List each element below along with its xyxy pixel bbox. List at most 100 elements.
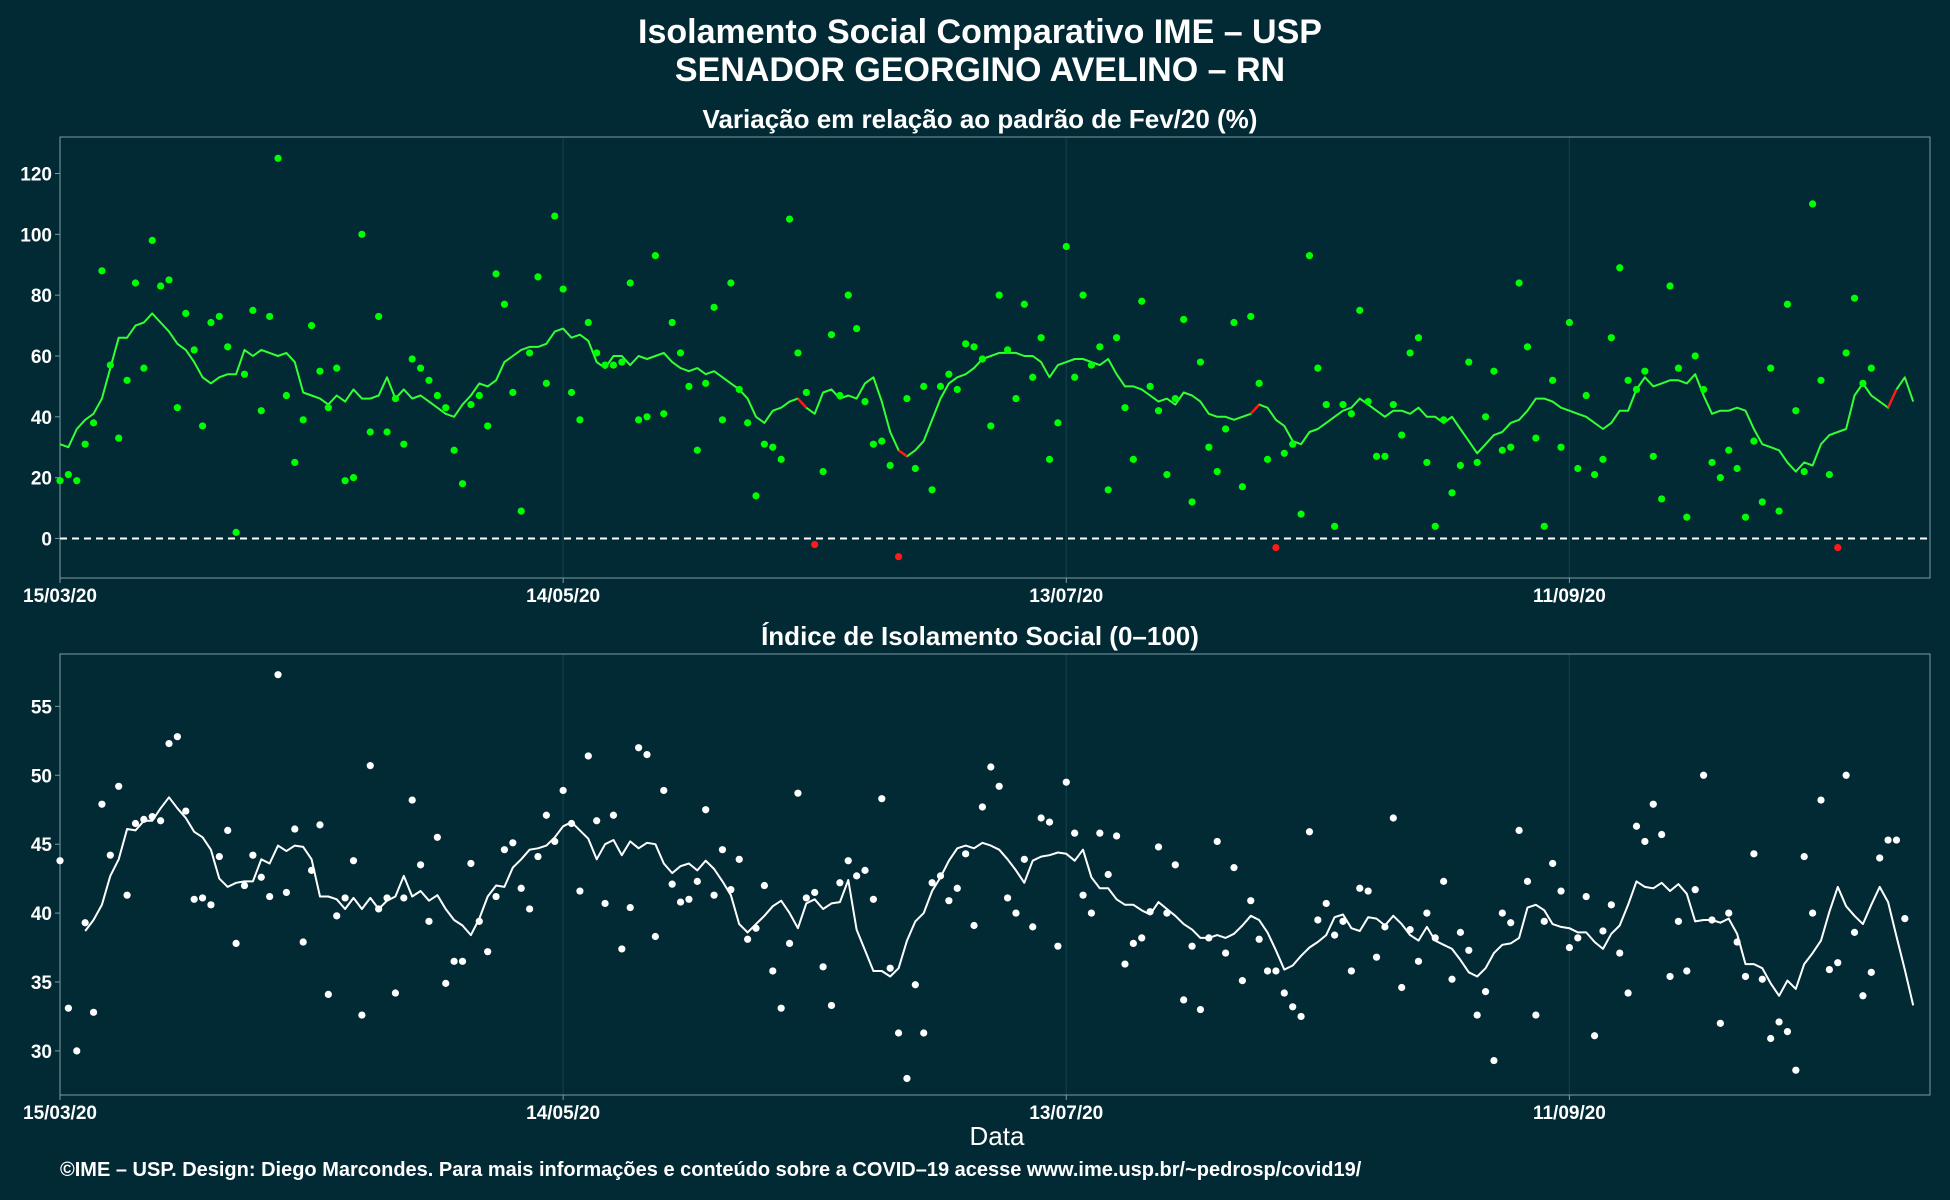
x-axis-label: Data (970, 1121, 1025, 1151)
daily-point (1029, 923, 1037, 931)
daily-point (1641, 837, 1649, 846)
daily-point (383, 428, 391, 436)
daily-point (1372, 452, 1381, 460)
daily-point (1062, 242, 1070, 251)
daily-point (115, 434, 123, 442)
daily-point (106, 361, 114, 369)
daily-point (1767, 364, 1775, 372)
daily-point (442, 404, 450, 412)
daily-point (710, 891, 718, 899)
daily-point (416, 364, 425, 372)
negative-point (811, 540, 819, 549)
daily-point (1280, 449, 1288, 457)
daily-point (408, 355, 416, 363)
daily-point (1691, 886, 1699, 894)
daily-point (735, 385, 743, 394)
daily-point (240, 370, 249, 378)
daily-point (131, 279, 140, 287)
plot-frame (59, 136, 1931, 579)
daily-point (291, 458, 299, 467)
daily-point (1154, 843, 1163, 851)
daily-point (576, 416, 584, 424)
daily-point (978, 355, 987, 363)
y-tick-label: 50 (31, 766, 52, 787)
daily-point (1817, 796, 1825, 804)
main-title-line2: SENADOR GEORGINO AVELINO – RN (675, 51, 1285, 89)
daily-point (685, 895, 693, 903)
daily-point (894, 1029, 903, 1037)
daily-point (1003, 894, 1012, 902)
daily-point (744, 935, 752, 943)
daily-point (1263, 455, 1272, 463)
daily-point (1431, 522, 1439, 530)
daily-point (316, 367, 324, 375)
daily-point (618, 945, 626, 953)
daily-point (1532, 434, 1540, 442)
daily-point (416, 861, 425, 869)
daily-point (1263, 967, 1272, 975)
daily-point (1431, 934, 1439, 942)
daily-point (1414, 334, 1423, 342)
negative-line-segment (1886, 388, 1898, 409)
daily-point (400, 894, 408, 902)
daily-point (576, 887, 584, 895)
daily-point (257, 407, 265, 415)
daily-point (266, 312, 274, 321)
daily-point (1121, 404, 1129, 412)
daily-point (878, 437, 886, 445)
daily-point (1146, 382, 1154, 390)
daily-point (140, 364, 148, 372)
y-tick-label: 40 (31, 904, 52, 925)
daily-point (173, 733, 181, 741)
daily-point (593, 817, 601, 825)
daily-point (442, 979, 450, 987)
daily-point (744, 419, 752, 427)
daily-point (936, 872, 945, 880)
daily-point (559, 285, 567, 293)
daily-point (157, 282, 165, 290)
daily-point (1699, 385, 1708, 394)
daily-point (1549, 376, 1557, 384)
daily-point (668, 880, 676, 888)
daily-point (903, 394, 911, 403)
daily-point (1490, 367, 1498, 375)
daily-point (1104, 870, 1112, 879)
daily-point (1523, 877, 1532, 885)
daily-point (609, 811, 618, 819)
daily-point (1884, 836, 1892, 844)
daily-point (425, 376, 433, 384)
daily-point (542, 379, 550, 387)
daily-point (936, 382, 945, 390)
daily-point (291, 825, 299, 833)
daily-point (710, 303, 718, 311)
daily-point (1180, 996, 1188, 1004)
daily-point (1523, 343, 1532, 351)
daily-point (853, 872, 861, 880)
daily-point (1750, 437, 1758, 445)
daily-point (1741, 513, 1750, 521)
daily-point (1490, 1056, 1498, 1065)
daily-point (240, 881, 249, 890)
daily-point (1767, 1034, 1775, 1043)
daily-point (1507, 919, 1515, 927)
daily-point (702, 379, 710, 387)
daily-point (1465, 358, 1473, 366)
daily-point (467, 401, 475, 409)
daily-point (1842, 349, 1850, 357)
daily-point (1825, 965, 1833, 974)
daily-point (1616, 949, 1624, 957)
daily-point (1389, 814, 1397, 822)
daily-point (769, 967, 777, 975)
daily-point (1649, 800, 1657, 808)
daily-point (400, 440, 408, 448)
daily-point (676, 898, 685, 906)
daily-point (1314, 364, 1322, 372)
daily-point (903, 1074, 911, 1083)
daily-point (794, 789, 802, 797)
daily-point (1565, 943, 1574, 952)
daily-point (819, 963, 827, 971)
daily-point (1666, 972, 1674, 981)
daily-point (1809, 909, 1817, 917)
daily-point (1859, 992, 1867, 1000)
daily-point (1414, 957, 1423, 965)
